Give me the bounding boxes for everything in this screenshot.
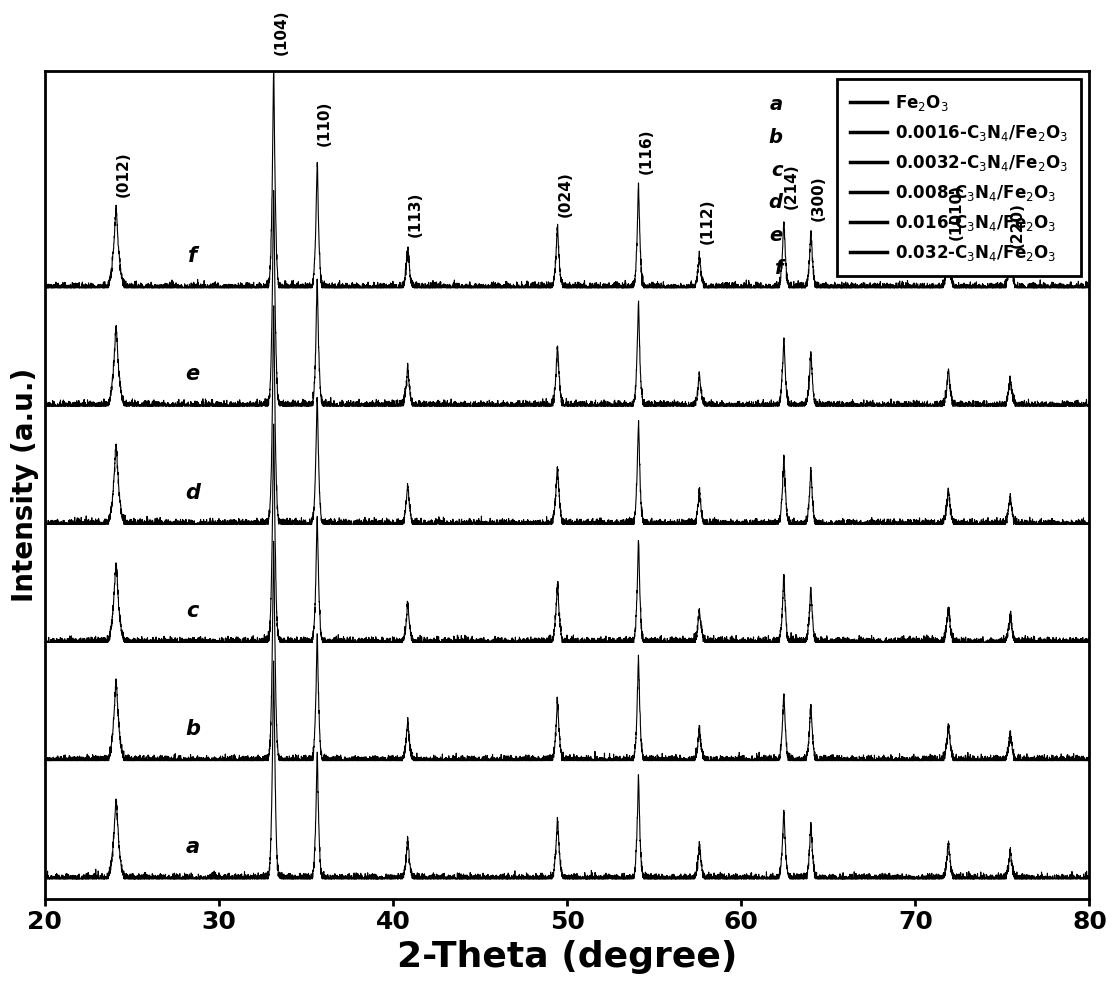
- Text: e: e: [769, 227, 783, 245]
- Text: c: c: [187, 601, 199, 621]
- Text: (024): (024): [558, 171, 572, 217]
- Text: b: b: [768, 128, 783, 147]
- Text: (300): (300): [811, 175, 826, 221]
- Text: (113): (113): [408, 191, 423, 236]
- Y-axis label: Intensity (a.u.): Intensity (a.u.): [11, 367, 39, 602]
- Text: d: d: [186, 483, 200, 502]
- Text: (116): (116): [638, 128, 653, 173]
- Text: (1010): (1010): [948, 184, 964, 240]
- Legend: Fe$_2$O$_3$, 0.0016-C$_3$N$_4$/Fe$_2$O$_3$, 0.0032-C$_3$N$_4$/Fe$_2$O$_3$, 0.008: Fe$_2$O$_3$, 0.0016-C$_3$N$_4$/Fe$_2$O$_…: [836, 80, 1081, 276]
- Text: a: a: [769, 96, 783, 114]
- Text: (104): (104): [274, 10, 288, 55]
- Text: b: b: [186, 719, 200, 739]
- Text: (220): (220): [1011, 203, 1025, 248]
- Text: (012): (012): [116, 152, 131, 197]
- Text: c: c: [771, 161, 783, 179]
- Text: (112): (112): [700, 199, 714, 244]
- Text: f: f: [188, 246, 197, 266]
- Text: (110): (110): [318, 100, 332, 146]
- X-axis label: 2-Theta (degree): 2-Theta (degree): [397, 940, 737, 974]
- Text: d: d: [768, 193, 783, 213]
- Text: a: a: [186, 837, 200, 857]
- Text: (214): (214): [784, 164, 799, 209]
- Text: e: e: [186, 364, 200, 384]
- Text: f: f: [774, 259, 783, 278]
